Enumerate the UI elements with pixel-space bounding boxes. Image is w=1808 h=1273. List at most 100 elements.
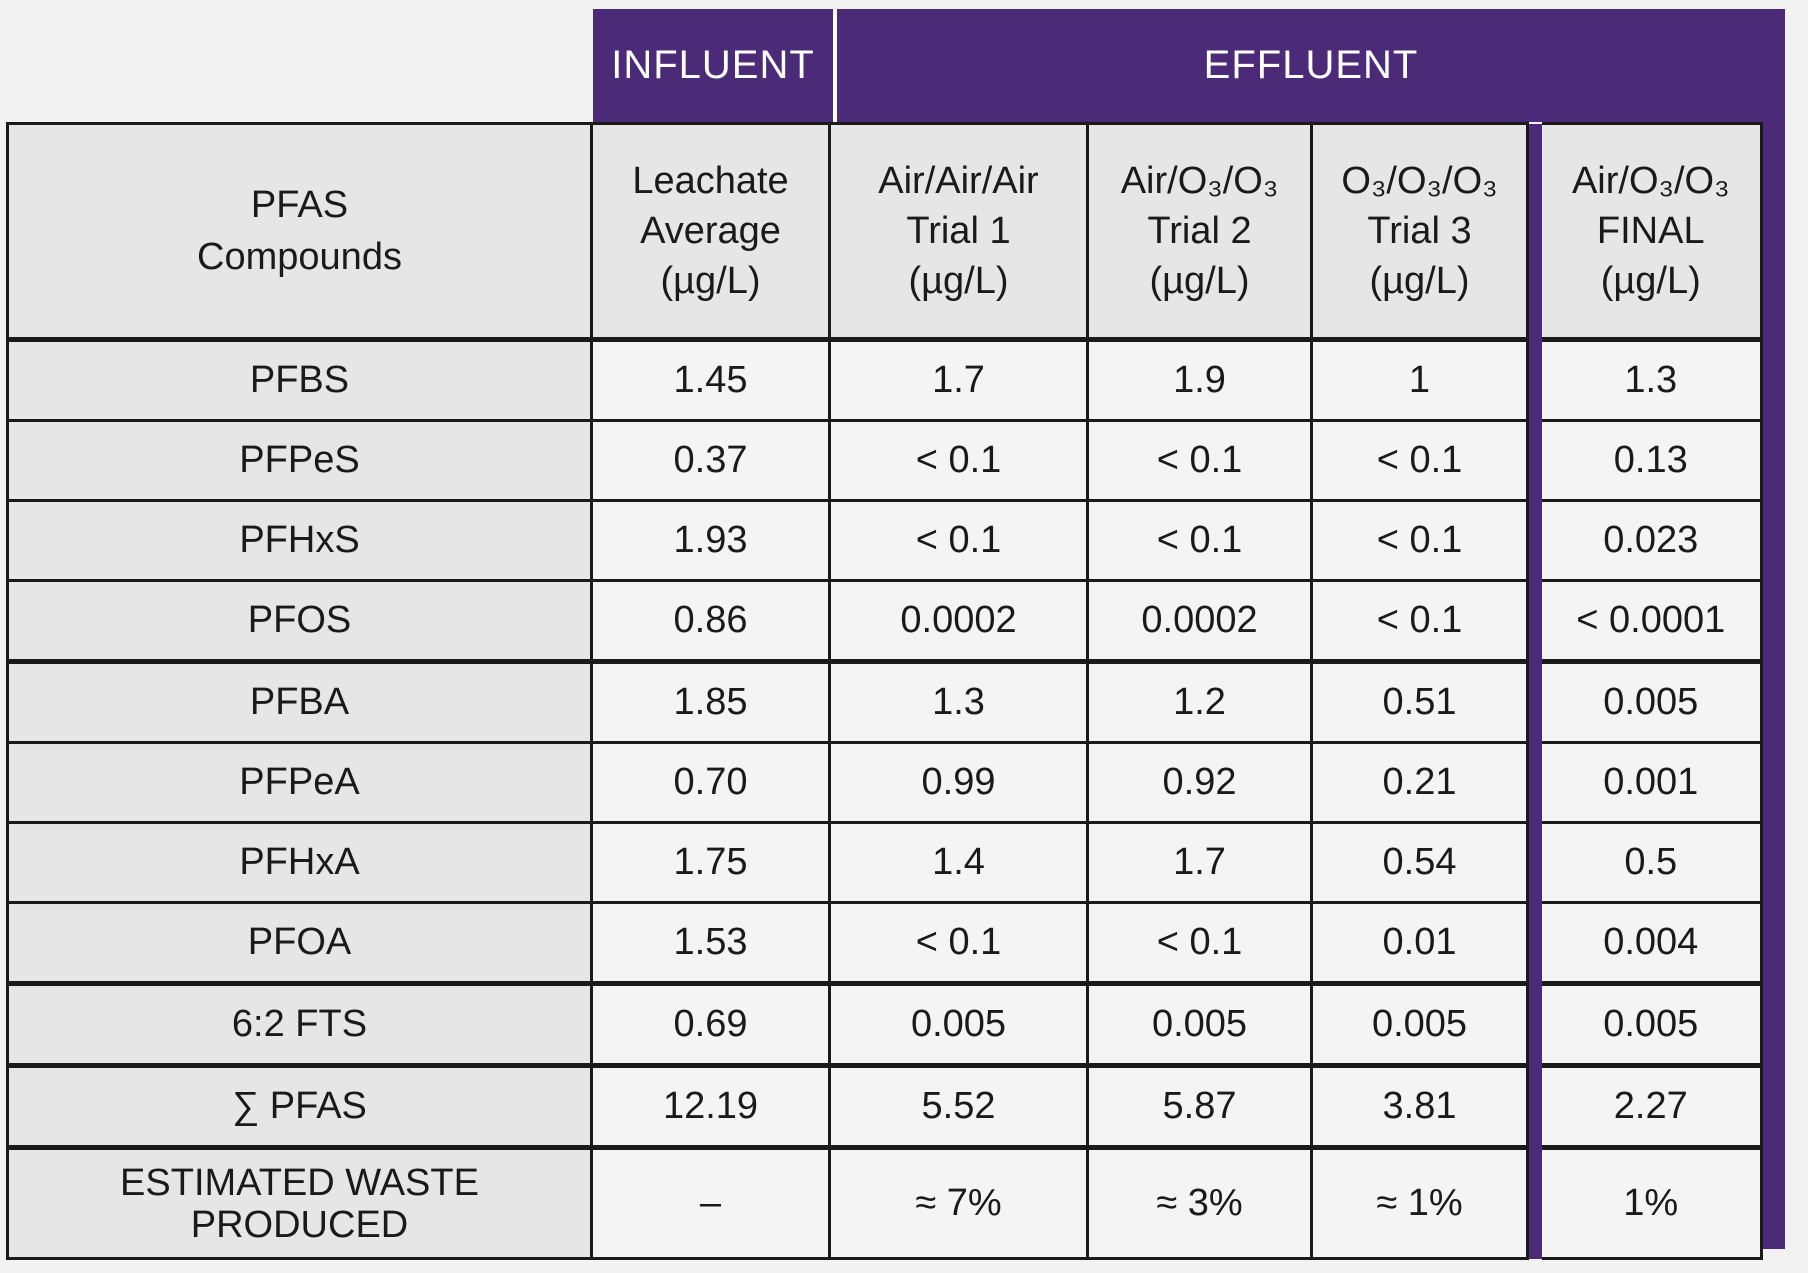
- header-trial-2: Air/O₃/O₃ Trial 2 (µg/L): [1086, 122, 1313, 341]
- header-final: Air/O₃/O₃ FINAL (µg/L): [1541, 122, 1763, 341]
- cell-trial-2: < 0.1: [1086, 419, 1313, 502]
- column-gap: [1526, 902, 1542, 984]
- cell-final: < 0.0001: [1541, 579, 1763, 663]
- cell-leachate: 1.85: [590, 659, 831, 744]
- column-gap: [1526, 1147, 1542, 1259]
- cell-trial-2: 5.87: [1086, 1063, 1313, 1149]
- cell-trial-1: 5.52: [828, 1063, 1089, 1149]
- header-trial-3: O₃/O₃/O₃ Trial 3 (µg/L): [1310, 122, 1529, 341]
- row-compound: PFOA: [6, 901, 593, 985]
- influent-group-header: INFLUENT: [593, 9, 833, 122]
- table-row: PFPeA 0.70 0.99 0.92 0.21 0.001: [6, 741, 1763, 824]
- cell-trial-1: 1.7: [828, 337, 1089, 422]
- cell-trial-3: 0.54: [1310, 821, 1529, 904]
- cell-final: 0.005: [1541, 981, 1763, 1067]
- header-compounds: PFAS Compounds: [6, 122, 593, 341]
- cell-trial-2: 0.005: [1086, 981, 1313, 1067]
- column-gap: [1526, 1065, 1542, 1148]
- cell-trial-1: < 0.1: [828, 901, 1089, 985]
- row-compound: PFBS: [6, 337, 593, 422]
- cell-trial-1: 0.99: [828, 741, 1089, 824]
- row-waste-label: ESTIMATED WASTE PRODUCED: [6, 1145, 593, 1260]
- header-leachate-average: Leachate Average (µg/L): [590, 122, 831, 341]
- cell-trial-2: 1.9: [1086, 337, 1313, 422]
- cell-trial-3: < 0.1: [1310, 499, 1529, 582]
- cell-trial-1: ≈ 7%: [828, 1145, 1089, 1260]
- cell-final: 2.27: [1541, 1063, 1763, 1149]
- cell-trial-1: 0.005: [828, 981, 1089, 1067]
- cell-trial-2: < 0.1: [1086, 499, 1313, 582]
- cell-trial-2: 0.92: [1086, 741, 1313, 824]
- column-gap: [1526, 500, 1542, 581]
- cell-trial-2: ≈ 3%: [1086, 1145, 1313, 1260]
- cell-trial-1: < 0.1: [828, 419, 1089, 502]
- row-compound: PFPeS: [6, 419, 593, 502]
- table-row: PFBS 1.45 1.7 1.9 1 1.3: [6, 337, 1763, 422]
- cell-leachate: 1.93: [590, 499, 831, 582]
- row-compound: 6:2 FTS: [6, 981, 593, 1067]
- influent-label: INFLUENT: [611, 43, 815, 87]
- column-gap: [1526, 742, 1542, 823]
- column-gap: [1526, 420, 1542, 501]
- cell-leachate: 0.70: [590, 741, 831, 824]
- cell-final: 1.3: [1541, 337, 1763, 422]
- cell-final: 0.5: [1541, 821, 1763, 904]
- cell-trial-1: 0.0002: [828, 579, 1089, 663]
- cell-final: 0.023: [1541, 499, 1763, 582]
- cell-leachate: 1.53: [590, 901, 831, 985]
- cell-trial-1: 1.3: [828, 659, 1089, 744]
- cell-trial-2: 1.7: [1086, 821, 1313, 904]
- cell-trial-2: < 0.1: [1086, 901, 1313, 985]
- table-row: PFHxA 1.75 1.4 1.7 0.54 0.5: [6, 821, 1763, 904]
- cell-trial-2: 0.0002: [1086, 579, 1313, 663]
- table-row: PFHxS 1.93 < 0.1 < 0.1 < 0.1 0.023: [6, 499, 1763, 582]
- cell-final: 0.004: [1541, 901, 1763, 985]
- table-row: PFOA 1.53 < 0.1 < 0.1 0.01 0.004: [6, 901, 1763, 985]
- pfas-results-table: PFAS Compounds Leachate Average (µg/L) Air/…: [6, 122, 1763, 1260]
- row-compound: ∑ PFAS: [6, 1063, 593, 1149]
- row-compound: PFHxA: [6, 821, 593, 904]
- column-gap: [1526, 822, 1542, 903]
- cell-trial-3: 0.51: [1310, 659, 1529, 744]
- column-gap: [1526, 580, 1542, 662]
- cell-final: 1%: [1541, 1145, 1763, 1260]
- effluent-group-header: EFFLUENT: [837, 9, 1785, 122]
- cell-leachate: 1.75: [590, 821, 831, 904]
- cell-trial-3: 0.01: [1310, 901, 1529, 985]
- table-row: PFOS 0.86 0.0002 0.0002 < 0.1 < 0.0001: [6, 579, 1763, 663]
- cell-leachate: –: [590, 1145, 831, 1260]
- column-gap: [1526, 661, 1542, 743]
- header-trial-1: Air/Air/Air Trial 1 (µg/L): [828, 122, 1089, 341]
- row-compound: PFPeA: [6, 741, 593, 824]
- cell-final: 0.13: [1541, 419, 1763, 502]
- cell-final: 0.005: [1541, 659, 1763, 744]
- cell-trial-3: 0.21: [1310, 741, 1529, 824]
- cell-trial-1: 1.4: [828, 821, 1089, 904]
- cell-final: 0.001: [1541, 741, 1763, 824]
- table-row: PFBA 1.85 1.3 1.2 0.51 0.005: [6, 659, 1763, 744]
- cell-leachate: 0.69: [590, 981, 831, 1067]
- cell-trial-2: 1.2: [1086, 659, 1313, 744]
- table-row: 6:2 FTS 0.69 0.005 0.005 0.005 0.005: [6, 981, 1763, 1067]
- table-row-waste: ESTIMATED WASTE PRODUCED – ≈ 7% ≈ 3% ≈ 1%…: [6, 1145, 1763, 1260]
- cell-trial-3: ≈ 1%: [1310, 1145, 1529, 1260]
- cell-trial-1: < 0.1: [828, 499, 1089, 582]
- cell-leachate: 12.19: [590, 1063, 831, 1149]
- table-row: PFPeS 0.37 < 0.1 < 0.1 < 0.1 0.13: [6, 419, 1763, 502]
- cell-trial-3: < 0.1: [1310, 419, 1529, 502]
- cell-leachate: 0.86: [590, 579, 831, 663]
- cell-trial-3: 3.81: [1310, 1063, 1529, 1149]
- column-gap: [1526, 339, 1542, 421]
- column-gap: [1526, 983, 1542, 1066]
- table-row-total: ∑ PFAS 12.19 5.52 5.87 3.81 2.27: [6, 1063, 1763, 1149]
- cell-leachate: 0.37: [590, 419, 831, 502]
- cell-trial-3: 0.005: [1310, 981, 1529, 1067]
- row-compound: PFOS: [6, 579, 593, 663]
- group-divider: [833, 9, 837, 122]
- effluent-label: EFFLUENT: [1203, 43, 1419, 87]
- column-gap: [1526, 123, 1542, 340]
- row-compound: PFBA: [6, 659, 593, 744]
- cell-trial-3: < 0.1: [1310, 579, 1529, 663]
- cell-leachate: 1.45: [590, 337, 831, 422]
- cell-trial-3: 1: [1310, 337, 1529, 422]
